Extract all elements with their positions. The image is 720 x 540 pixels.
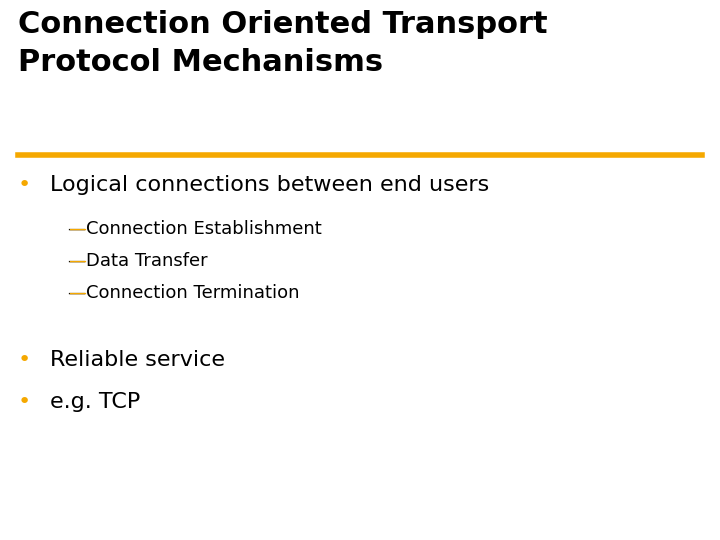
Text: —: —: [68, 220, 86, 238]
Text: —Data Transfer: —Data Transfer: [68, 252, 207, 270]
Text: Reliable service: Reliable service: [50, 350, 225, 370]
Text: e.g. TCP: e.g. TCP: [50, 392, 140, 412]
Text: Connection Oriented Transport: Connection Oriented Transport: [18, 10, 548, 39]
Text: Logical connections between end users: Logical connections between end users: [50, 175, 490, 195]
Text: —: —: [68, 284, 86, 302]
Text: •: •: [18, 350, 31, 370]
Text: —Connection Termination: —Connection Termination: [68, 284, 300, 302]
Text: Protocol Mechanisms: Protocol Mechanisms: [18, 48, 383, 77]
Text: —: —: [68, 252, 86, 270]
Text: •: •: [18, 175, 31, 195]
Text: —Connection Establishment: —Connection Establishment: [68, 220, 322, 238]
Text: •: •: [18, 392, 31, 412]
